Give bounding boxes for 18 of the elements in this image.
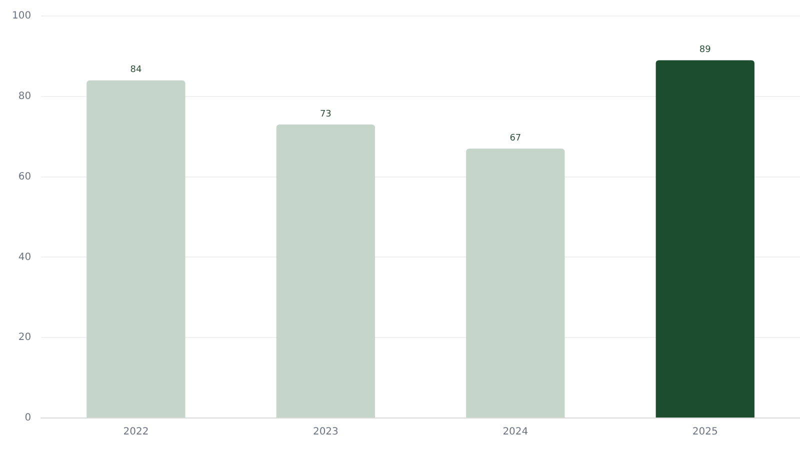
bar	[656, 60, 754, 418]
data-label: 84	[130, 65, 142, 76]
x-tick-label: 2022	[123, 426, 149, 438]
y-tick-label: 80	[18, 90, 32, 102]
bar	[466, 148, 565, 418]
bar	[276, 124, 376, 418]
bar	[86, 80, 186, 418]
data-label: 89	[699, 45, 712, 56]
x-tick-label: 2025	[692, 426, 718, 438]
x-tick-label: 2023	[312, 426, 338, 438]
y-tick-label: 40	[18, 252, 32, 263]
y-tick-label: 20	[18, 332, 32, 344]
data-label: 67	[510, 134, 522, 144]
x-tick-label: 2024	[502, 426, 528, 438]
y-tick-label: 0	[24, 412, 32, 424]
data-label: 73	[320, 109, 332, 120]
y-tick-label: 60	[18, 171, 32, 182]
y-tick-label: 100	[12, 10, 32, 22]
